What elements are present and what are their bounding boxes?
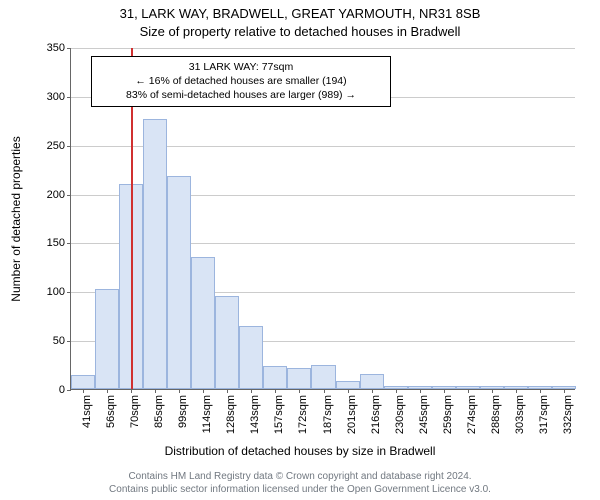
y-tick-mark — [67, 341, 71, 342]
histogram-bar — [71, 375, 95, 389]
x-tick-label: 288sqm — [490, 395, 502, 434]
x-tick-label: 56sqm — [105, 395, 117, 428]
y-tick-label: 250 — [47, 140, 65, 152]
y-tick-label: 150 — [47, 237, 65, 249]
y-tick-label: 0 — [59, 384, 65, 396]
histogram-bar — [143, 119, 167, 389]
histogram-bar — [287, 368, 311, 389]
x-tick-label: 70sqm — [129, 395, 141, 428]
annotation-box: 31 LARK WAY: 77sqm← 16% of detached hous… — [91, 56, 391, 107]
histogram-bar — [263, 366, 287, 389]
footer-line2: Contains public sector information licen… — [109, 484, 491, 495]
histogram-bar — [95, 289, 119, 389]
chart-title-line2: Size of property relative to detached ho… — [0, 24, 600, 39]
histogram-bar — [239, 326, 263, 390]
histogram-bar — [360, 374, 384, 389]
x-tick-mark — [372, 389, 373, 393]
y-tick-mark — [67, 243, 71, 244]
y-tick-mark — [67, 195, 71, 196]
x-tick-label: 187sqm — [322, 395, 334, 434]
chart-title-line1: 31, LARK WAY, BRADWELL, GREAT YARMOUTH, … — [0, 6, 600, 21]
x-tick-mark — [227, 389, 228, 393]
x-tick-mark — [179, 389, 180, 393]
x-tick-mark — [275, 389, 276, 393]
chart-container: 31, LARK WAY, BRADWELL, GREAT YARMOUTH, … — [0, 0, 600, 500]
x-tick-label: 303sqm — [514, 395, 526, 434]
histogram-bar — [167, 176, 191, 389]
x-tick-label: 259sqm — [442, 395, 454, 434]
x-tick-mark — [83, 389, 84, 393]
x-tick-mark — [348, 389, 349, 393]
x-tick-label: 85sqm — [153, 395, 165, 428]
y-axis-label: Number of detached properties — [9, 136, 23, 301]
gridline — [71, 48, 575, 49]
x-tick-label: 230sqm — [394, 395, 406, 434]
x-tick-mark — [540, 389, 541, 393]
y-tick-label: 100 — [47, 286, 65, 298]
y-tick-label: 300 — [47, 91, 65, 103]
x-tick-mark — [155, 389, 156, 393]
x-tick-mark — [564, 389, 565, 393]
x-tick-mark — [492, 389, 493, 393]
annotation-line3: 83% of semi-detached houses are larger (… — [100, 88, 382, 102]
x-tick-mark — [324, 389, 325, 393]
x-tick-label: 41sqm — [81, 395, 93, 428]
x-tick-mark — [299, 389, 300, 393]
footer-text: Contains HM Land Registry data © Crown c… — [0, 470, 600, 496]
histogram-bar — [191, 257, 215, 389]
x-tick-mark — [131, 389, 132, 393]
y-tick-label: 50 — [53, 335, 65, 347]
annotation-line2: ← 16% of detached houses are smaller (19… — [100, 74, 382, 88]
y-tick-mark — [67, 390, 71, 391]
footer-line1: Contains HM Land Registry data © Crown c… — [128, 471, 471, 482]
x-tick-label: 128sqm — [225, 395, 237, 434]
y-tick-label: 200 — [47, 189, 65, 201]
x-tick-label: 216sqm — [370, 395, 382, 434]
x-tick-mark — [251, 389, 252, 393]
x-tick-label: 114sqm — [201, 395, 213, 433]
x-tick-label: 274sqm — [466, 395, 478, 434]
x-tick-mark — [107, 389, 108, 393]
x-tick-mark — [444, 389, 445, 393]
annotation-line1: 31 LARK WAY: 77sqm — [100, 60, 382, 74]
x-tick-mark — [203, 389, 204, 393]
histogram-bar — [311, 365, 335, 389]
x-tick-label: 332sqm — [562, 395, 574, 434]
y-tick-label: 350 — [47, 42, 65, 54]
y-tick-mark — [67, 146, 71, 147]
x-tick-label: 245sqm — [418, 395, 430, 434]
histogram-bar — [336, 381, 360, 389]
y-tick-mark — [67, 97, 71, 98]
x-tick-mark — [396, 389, 397, 393]
plot-area: 05010015020025030035041sqm56sqm70sqm85sq… — [70, 48, 575, 390]
y-tick-mark — [67, 48, 71, 49]
x-tick-label: 317sqm — [538, 395, 550, 434]
x-tick-label: 172sqm — [297, 395, 309, 434]
x-tick-label: 99sqm — [177, 395, 189, 428]
x-tick-label: 201sqm — [346, 395, 358, 434]
y-tick-mark — [67, 292, 71, 293]
x-tick-mark — [468, 389, 469, 393]
x-tick-mark — [516, 389, 517, 393]
x-tick-mark — [420, 389, 421, 393]
x-tick-label: 143sqm — [249, 395, 261, 434]
x-axis-label: Distribution of detached houses by size … — [0, 444, 600, 458]
histogram-bar — [215, 296, 239, 389]
x-tick-label: 157sqm — [273, 395, 285, 434]
